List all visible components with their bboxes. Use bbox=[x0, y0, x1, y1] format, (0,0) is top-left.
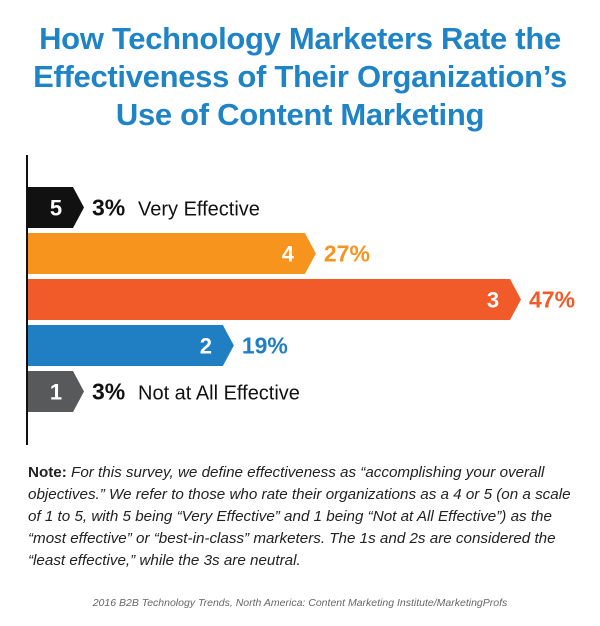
bar-category-label: 2 bbox=[200, 334, 212, 359]
bar-rating-5 bbox=[28, 187, 84, 228]
bar-value-label: 27% bbox=[324, 241, 370, 267]
bar-rating-3 bbox=[28, 279, 521, 320]
bar-rating-1 bbox=[28, 371, 84, 412]
title-line: Use of Content Marketing bbox=[115, 97, 485, 132]
bar-category-label: 1 bbox=[50, 380, 62, 405]
bar-annotation: Not at All Effective bbox=[138, 383, 300, 405]
bar-value-label: 19% bbox=[242, 333, 288, 359]
bar-value-label: 3% bbox=[92, 195, 125, 221]
bar-value-label: 3% bbox=[92, 379, 125, 405]
bar-category-label: 4 bbox=[282, 242, 295, 267]
chart-title: How Technology Marketers Rate the Effect… bbox=[0, 20, 600, 134]
bar-rating-2 bbox=[28, 325, 234, 366]
title-line: Effectiveness of Their Organization’s bbox=[33, 59, 567, 94]
source-citation: 2016 B2B Technology Trends, North Americ… bbox=[92, 597, 508, 609]
bar-annotation: Very Effective bbox=[138, 199, 260, 221]
bar-value-label: 47% bbox=[529, 287, 575, 313]
note-text: For this survey, we define effectiveness… bbox=[28, 464, 571, 569]
note-label: Note: bbox=[28, 464, 67, 481]
note: Note: For this survey, we define effecti… bbox=[28, 462, 580, 572]
bar-chart: 5 3% Very Effective 4 27% 3 47% 2 19% 1 3% Not at A… bbox=[26, 155, 575, 445]
bar-category-label: 5 bbox=[50, 196, 62, 221]
title-line: How Technology Marketers Rate the bbox=[39, 21, 561, 56]
bar-category-label: 3 bbox=[487, 288, 499, 313]
bar-rating-4 bbox=[28, 233, 316, 274]
